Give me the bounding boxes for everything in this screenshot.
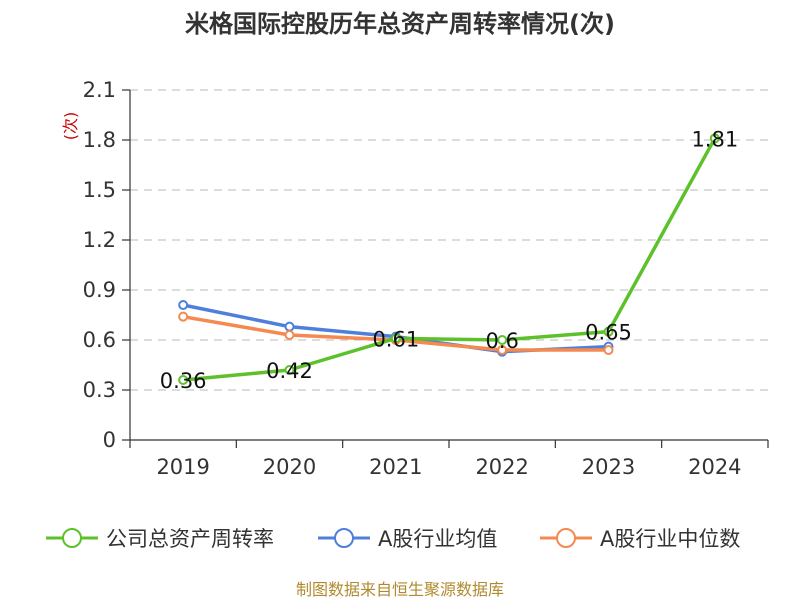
series-line-0 bbox=[181, 136, 717, 382]
legend: 公司总资产周转率 A股行业均值 A股行业中位数 bbox=[46, 527, 740, 551]
data-point bbox=[603, 345, 614, 355]
source-note: 制图数据来自恒生聚源数据库 bbox=[296, 580, 504, 599]
data-point bbox=[603, 326, 614, 337]
data-point bbox=[709, 133, 720, 144]
y-tick-label: 0 bbox=[103, 428, 116, 452]
legend-label: 公司总资产周转率 bbox=[106, 527, 274, 551]
data-labels: 0.36 0.42 0.61 0.6 0.65 1.81 bbox=[160, 127, 738, 393]
data-label: 0.61 bbox=[372, 327, 419, 351]
legend-label: A股行业中位数 bbox=[600, 527, 740, 551]
x-tick-label: 2023 bbox=[582, 455, 635, 479]
y-tick-label: 1.8 bbox=[83, 128, 116, 152]
data-point bbox=[178, 375, 189, 385]
data-label: 0.36 bbox=[160, 369, 207, 393]
data-point bbox=[284, 321, 295, 332]
data-point bbox=[390, 333, 401, 344]
y-tick-label: 0.9 bbox=[83, 278, 116, 302]
data-point bbox=[497, 335, 508, 345]
y-tick-label: 2.1 bbox=[83, 78, 116, 102]
data-label: 0.65 bbox=[585, 321, 632, 345]
data-point bbox=[284, 330, 295, 340]
series-lines bbox=[178, 133, 720, 385]
data-label: 0.42 bbox=[266, 359, 313, 383]
legend-swatch-marker bbox=[556, 528, 576, 548]
x-tick-label: 2022 bbox=[475, 455, 528, 479]
axes: 0 0.3 0.6 0.9 1.2 1.5 1.8 2.1 2019 2020 2021 2022 20… bbox=[83, 78, 769, 479]
data-point bbox=[178, 311, 189, 322]
legend-swatch-marker bbox=[62, 528, 82, 548]
legend-swatch-marker bbox=[334, 528, 354, 548]
x-tick-label: 2024 bbox=[688, 455, 741, 479]
data-point bbox=[497, 345, 508, 355]
x-tick-label: 2019 bbox=[156, 455, 209, 479]
y-tick-label: 1.2 bbox=[83, 228, 116, 252]
data-point bbox=[178, 300, 189, 310]
data-label: 1.81 bbox=[691, 127, 738, 151]
x-tick-label: 2020 bbox=[263, 455, 316, 479]
x-tick-label: 2021 bbox=[369, 455, 422, 479]
data-label: 0.6 bbox=[485, 329, 518, 353]
data-point bbox=[284, 365, 295, 375]
y-tick-label: 1.5 bbox=[83, 178, 116, 202]
chart-title: 米格国际控股历年总资产周转率情况(次) bbox=[185, 10, 615, 38]
y-tick-label: 0.6 bbox=[83, 328, 116, 352]
y-axis-unit-label: (次) bbox=[61, 112, 80, 141]
legend-label: A股行业均值 bbox=[378, 527, 497, 551]
y-tick-label: 0.3 bbox=[83, 378, 116, 402]
